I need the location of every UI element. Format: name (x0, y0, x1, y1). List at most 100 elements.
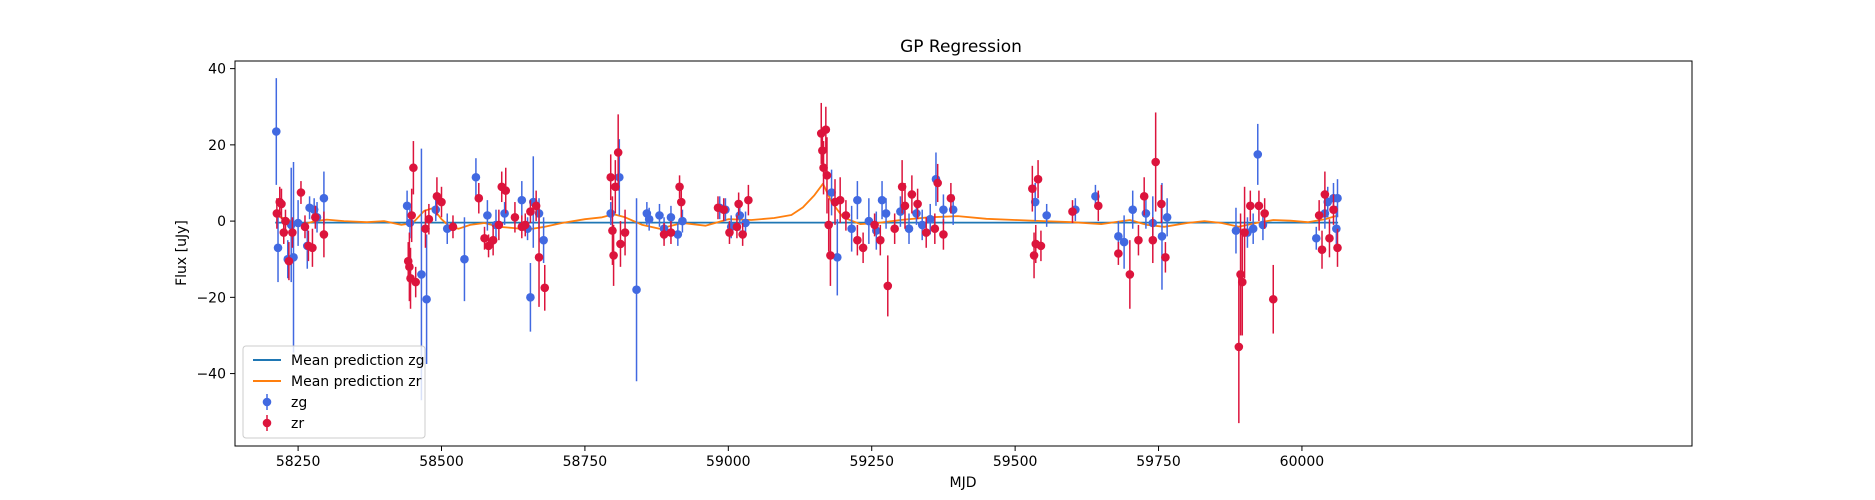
data-point-zr (734, 199, 743, 209)
legend-label: Mean prediction zr (291, 374, 422, 390)
data-point-zr (277, 199, 286, 209)
series-layer (272, 78, 1342, 424)
data-point-zr (520, 220, 530, 230)
data-point-zg (431, 205, 441, 214)
data-point-zr (890, 224, 899, 234)
data-point-zr (494, 220, 504, 230)
data-point-zr (1151, 157, 1160, 167)
data-point-zr (484, 241, 493, 251)
y-tick-label: 0 (217, 214, 226, 230)
data-point-zr (1036, 241, 1046, 251)
data-point-zr (609, 251, 618, 260)
data-point-zr (1314, 211, 1324, 220)
data-point-zr (480, 233, 489, 243)
data-point-zr (1139, 192, 1149, 201)
data-point-zg (673, 230, 683, 239)
data-point-zr (409, 163, 418, 173)
data-point-zr (1148, 235, 1158, 245)
data-point-zg (1157, 232, 1167, 241)
data-point-zr (311, 212, 320, 222)
data-point-zg (615, 172, 624, 182)
chart-title: GP Regression (900, 37, 1022, 57)
data-point-zr (1329, 205, 1338, 214)
data-point-zr (616, 239, 625, 249)
data-point-zg (405, 218, 415, 228)
legend-label: zr (291, 416, 304, 432)
data-point-zr (1246, 201, 1255, 211)
data-point-zg (1253, 150, 1263, 159)
data-point-zg (273, 243, 283, 253)
data-point-zr (1029, 251, 1039, 260)
data-point-zr (281, 216, 290, 226)
data-point-zg (319, 193, 329, 203)
data-point-zr (824, 220, 833, 230)
data-point-zg (1119, 237, 1129, 247)
x-axis-label: MJD (950, 475, 977, 491)
data-point-zg (517, 195, 527, 205)
data-point-zr (732, 222, 742, 232)
data-point-zr (738, 230, 747, 239)
data-point-zr (933, 178, 942, 188)
data-point-zr (526, 207, 535, 216)
data-point-zr (284, 256, 294, 266)
data-point-zr (725, 228, 734, 237)
data-point-zr (608, 226, 617, 235)
data-point-zr (1068, 207, 1077, 216)
data-point-zg (500, 209, 509, 218)
legend: Mean prediction zg Mean prediction zr zg zr (242, 345, 426, 439)
data-point-zr (1240, 228, 1249, 237)
data-point-zr (900, 201, 910, 211)
data-point-zg (460, 254, 469, 264)
data-point-zr (826, 251, 835, 260)
data-point-zr (288, 228, 297, 237)
y-tick-label: −20 (196, 290, 226, 306)
data-point-zg (925, 214, 935, 224)
data-point-zr (1033, 174, 1043, 184)
data-point-zr (540, 283, 550, 293)
data-point-zr (1333, 243, 1342, 253)
y-tick-label: 40 (208, 62, 226, 78)
data-point-zr (1134, 235, 1143, 245)
data-point-zr (841, 211, 851, 220)
series-zg (272, 78, 1342, 401)
x-tick-label: 59000 (706, 454, 751, 470)
data-point-zr (1237, 277, 1247, 287)
data-point-zr (437, 197, 446, 207)
plot-area (235, 61, 1692, 446)
y-tick-label: 20 (208, 138, 226, 154)
x-axis: 58250 58500 58750 59000 59250 59500 59750 60000 (276, 446, 1324, 470)
data-point-zg (606, 209, 616, 218)
x-tick-label: 60000 (1280, 454, 1325, 470)
data-point-zr (719, 205, 729, 214)
data-point-zr (939, 230, 948, 239)
data-point-zg (293, 218, 303, 228)
x-tick-label: 58250 (276, 454, 321, 470)
data-point-zg (917, 220, 927, 230)
data-point-zr (448, 222, 458, 232)
x-tick-label: 58500 (419, 454, 464, 470)
data-point-zr (432, 192, 442, 201)
data-point-zg (877, 195, 887, 205)
data-point-zr (1268, 294, 1278, 304)
data-point-zr (279, 228, 289, 237)
legend-label: Mean prediction zg (291, 353, 425, 369)
data-point-zr (411, 277, 420, 287)
data-point-zg (666, 212, 676, 222)
data-point-zr (300, 222, 310, 232)
data-point-zr (883, 281, 893, 291)
data-point-zg (1141, 209, 1151, 218)
data-point-zg (644, 214, 654, 224)
data-point-zg (1231, 226, 1241, 235)
data-point-zr (407, 211, 416, 220)
data-point-zg (827, 188, 836, 197)
data-point-zr (510, 212, 520, 222)
legend-box (242, 345, 426, 439)
series-zr (272, 102, 1342, 424)
data-point-zr (501, 186, 511, 195)
data-point-zr (488, 235, 498, 245)
data-point-zg (539, 235, 548, 245)
legend-label: zg (291, 395, 307, 411)
x-tick-label: 58750 (563, 454, 608, 470)
data-point-zg (422, 294, 431, 304)
data-point-zr (319, 230, 329, 239)
